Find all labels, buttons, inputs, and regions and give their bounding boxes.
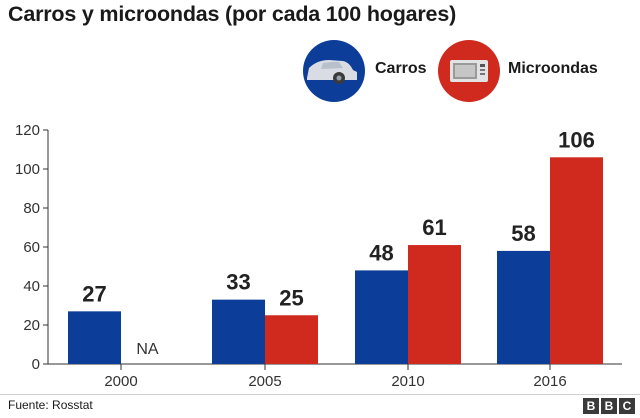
source-note: Fuente: Rosstat — [8, 398, 93, 412]
car-icon — [303, 40, 365, 102]
data-label-microondas-2005: 25 — [279, 285, 303, 310]
data-label-carros-2000: 27 — [82, 281, 106, 306]
x-tick-label: 2016 — [533, 373, 566, 390]
y-tick-label: 120 — [15, 122, 40, 139]
legend-label-carros: Carros — [375, 60, 427, 77]
y-tick-label: 80 — [23, 200, 40, 217]
data-label-microondas-2016: 106 — [558, 127, 595, 152]
y-tick-label: 100 — [15, 161, 40, 178]
x-tick-label: 2005 — [248, 373, 281, 390]
y-tick-label: 0 — [32, 356, 40, 373]
data-label-carros-2016: 58 — [511, 221, 535, 246]
chart-title: Carros y microondas (por cada 100 hogare… — [8, 2, 457, 26]
bar-carros-2000 — [68, 311, 121, 364]
y-tick-label: 20 — [23, 317, 40, 334]
na-label-microondas-2000: NA — [136, 341, 159, 358]
y-tick-label: 40 — [23, 278, 40, 295]
bbc-logo-letter: C — [619, 398, 635, 414]
bar-carros-2005 — [212, 299, 265, 364]
bar-carros-2010 — [355, 270, 408, 364]
y-tick-label: 60 — [23, 239, 40, 256]
footer-divider — [0, 394, 640, 395]
bar-microondas-2005 — [265, 315, 318, 364]
data-label-carros-2010: 48 — [369, 240, 393, 265]
x-tick-label: 2010 — [391, 373, 424, 390]
data-label-carros-2005: 33 — [226, 270, 250, 295]
bbc-logo-letter: B — [583, 398, 599, 414]
microwave-icon — [438, 40, 500, 102]
bar-microondas-2010 — [408, 245, 461, 364]
bar-microondas-2016 — [550, 157, 603, 364]
data-label-microondas-2010: 61 — [422, 215, 446, 240]
bbc-logo-letter: B — [601, 398, 617, 414]
bbc-logo: B B C — [583, 398, 635, 414]
x-tick-label: 2000 — [104, 373, 137, 390]
bar-carros-2016 — [497, 250, 550, 364]
legend-label-microondas: Microondas — [508, 60, 598, 77]
